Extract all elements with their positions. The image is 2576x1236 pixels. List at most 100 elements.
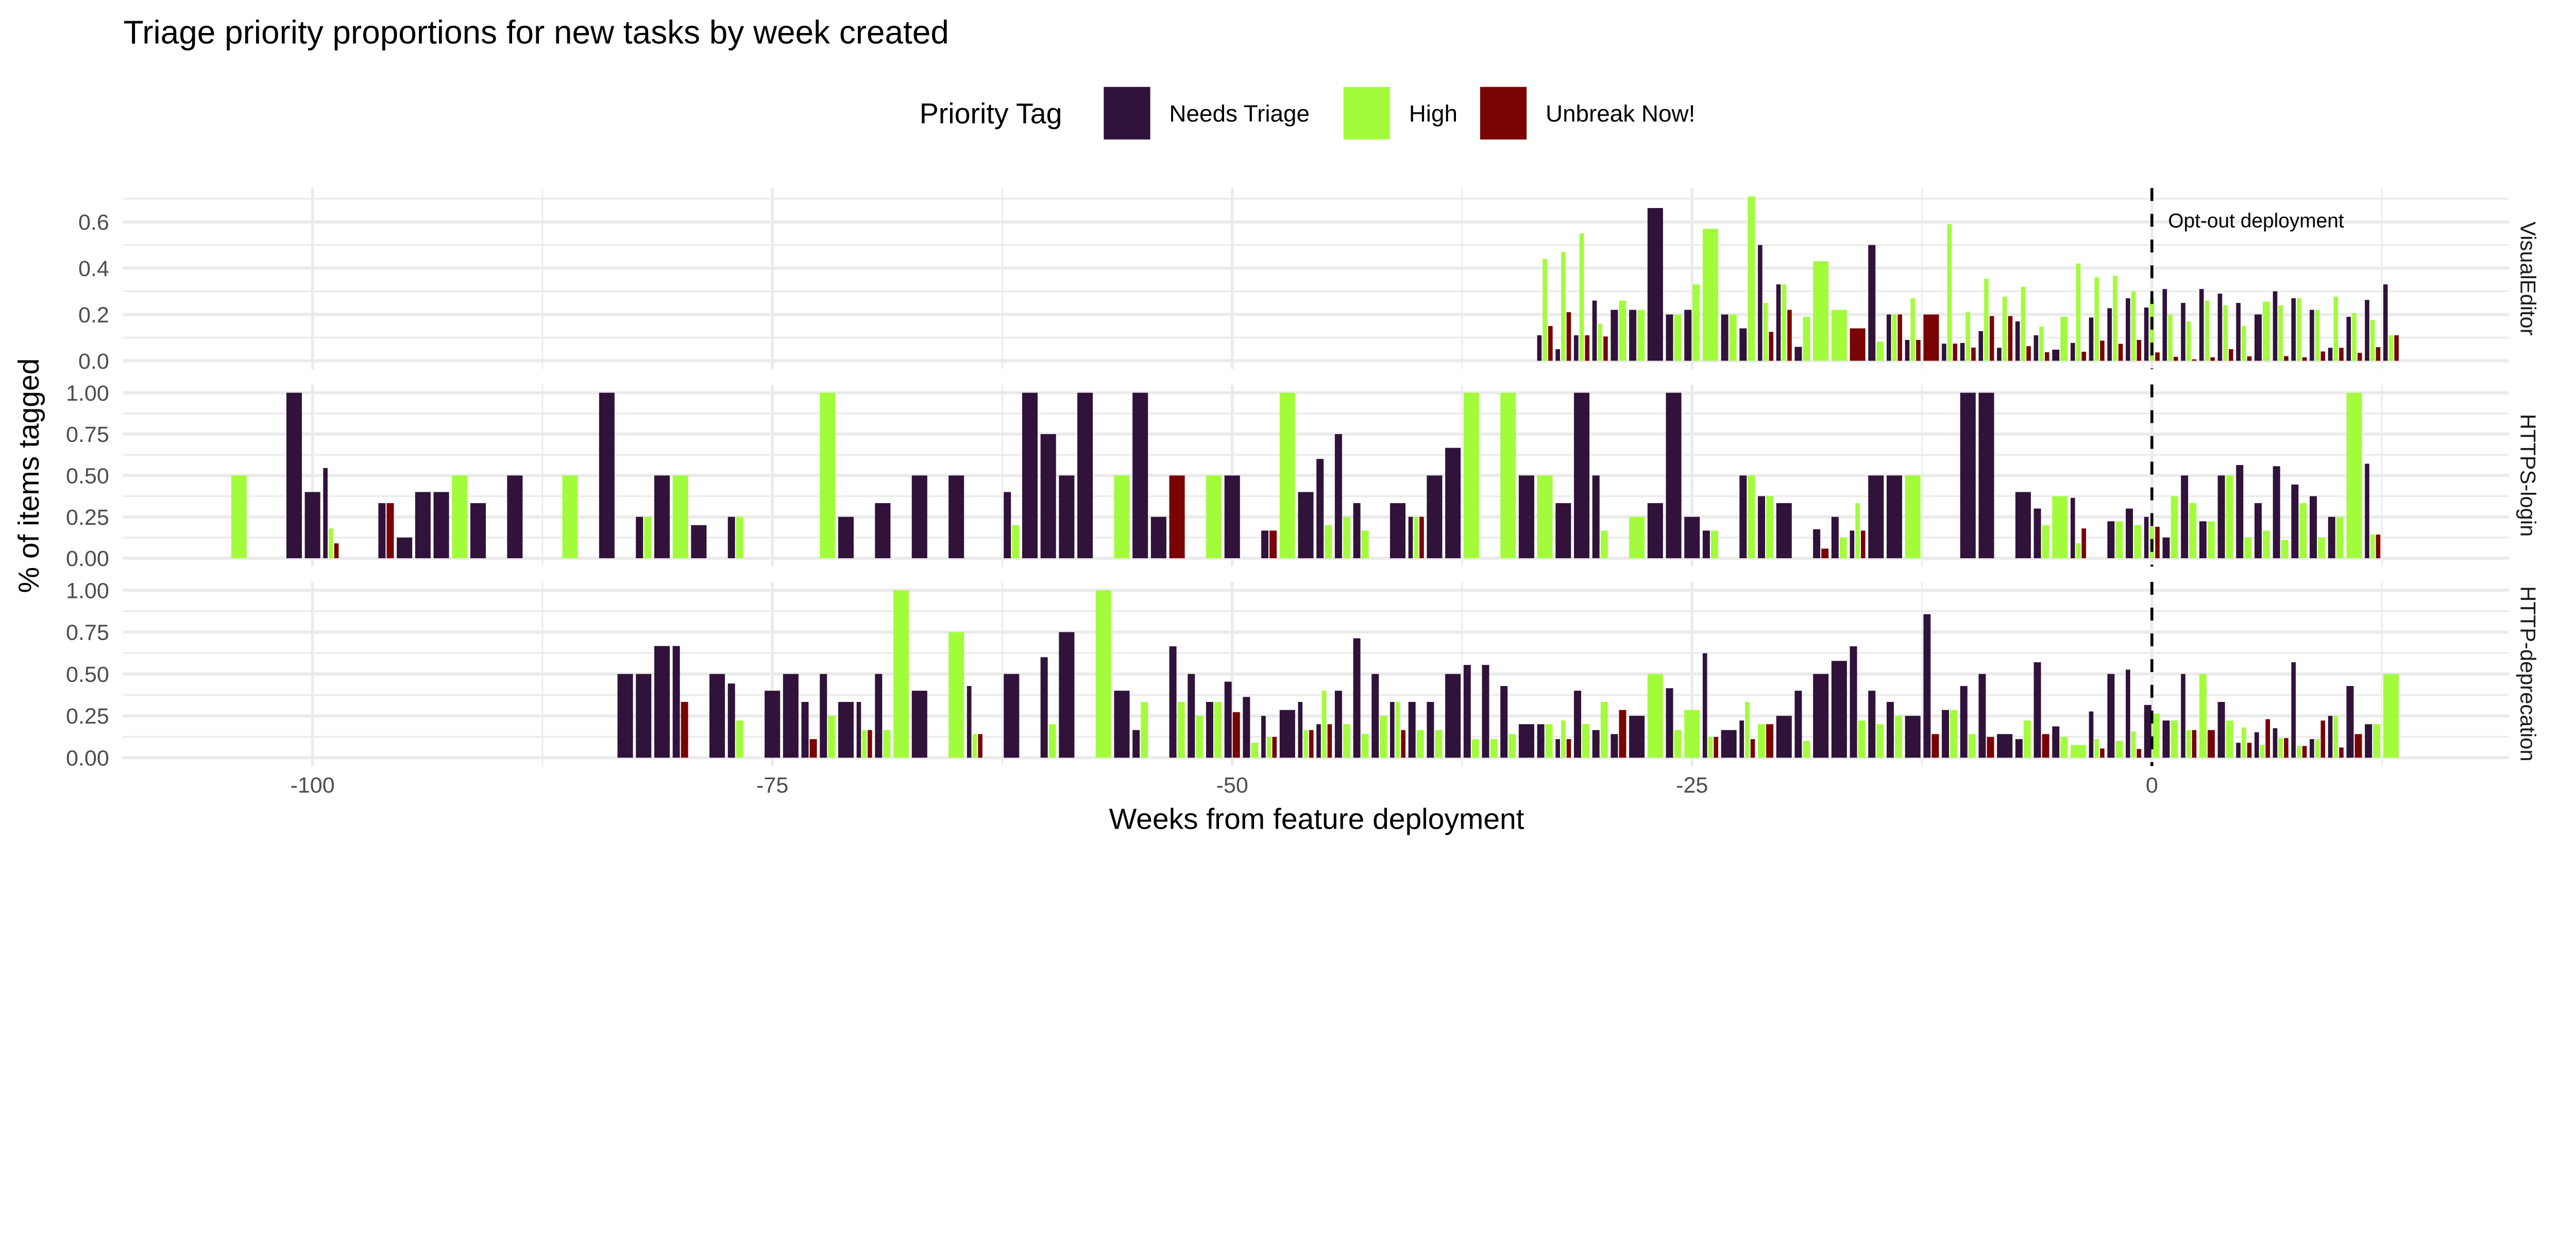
bar-unbreak-now-: [2192, 730, 2197, 758]
bar-needs-triage: [1629, 310, 1637, 361]
bar-high: [2115, 521, 2123, 558]
bar-needs-triage: [1978, 674, 1986, 758]
bar-needs-triage: [1702, 530, 1710, 558]
bar-high: [2076, 263, 2081, 361]
bar-high: [1876, 341, 1884, 361]
bar-needs-triage: [1224, 475, 1240, 558]
bar-needs-triage: [948, 475, 964, 558]
bar-needs-triage: [727, 683, 735, 758]
bar-high: [1114, 475, 1130, 558]
bar-needs-triage: [2273, 291, 2278, 361]
bar-unbreak-now-: [1766, 724, 1774, 758]
bar-high: [1965, 312, 1971, 361]
bar-needs-triage: [2254, 732, 2259, 758]
bar-needs-triage: [2070, 342, 2075, 361]
bar-needs-triage: [2162, 537, 2170, 558]
bar-unbreak-now-: [2376, 347, 2381, 361]
bar-high: [1647, 674, 1663, 758]
bar-needs-triage: [2199, 521, 2207, 558]
bar-needs-triage: [1739, 475, 1747, 558]
bar-unbreak-now-: [2284, 738, 2289, 758]
bar-high: [2113, 276, 2117, 361]
x-tick-label: 0: [2146, 773, 2158, 798]
bar-needs-triage: [1739, 720, 1744, 758]
panel-visualeditor: 0.0 0.2 0.4 0.6: [78, 188, 2509, 374]
bar-needs-triage: [1353, 503, 1361, 558]
bar-unbreak-now-: [2155, 526, 2160, 558]
bar-high: [1803, 741, 1810, 758]
bar-high: [1490, 739, 1498, 758]
bar-unbreak-now-: [1860, 530, 1866, 558]
bar-needs-triage: [691, 525, 707, 558]
bar-high: [1813, 261, 1829, 361]
bar-high: [2171, 720, 2178, 758]
bar-needs-triage: [1666, 688, 1673, 758]
bar-needs-triage: [2291, 484, 2299, 558]
bar-high: [1876, 724, 1884, 758]
x-tick-label: -25: [1676, 773, 1708, 798]
bar-high: [2070, 745, 2087, 758]
bar-needs-triage: [1978, 392, 1994, 558]
bar-needs-triage: [1721, 314, 1728, 361]
bar-needs-triage: [1758, 245, 1762, 361]
bar-needs-triage: [2052, 726, 2060, 758]
bar-high: [1395, 701, 1400, 758]
bar-needs-triage: [1923, 614, 1931, 758]
bar-high: [1839, 537, 1847, 558]
bar-high: [2052, 496, 2068, 558]
bar-needs-triage: [783, 674, 799, 758]
bar-needs-triage: [2015, 492, 2031, 558]
bar-high: [1831, 310, 1847, 361]
bar-high: [2299, 503, 2307, 558]
bar-high: [2207, 521, 2215, 558]
bar-high: [2168, 314, 2173, 361]
bar-needs-triage: [636, 517, 643, 558]
y-tick-label: 1.00: [66, 381, 109, 406]
bar-needs-triage: [1942, 344, 1946, 361]
y-tick-label: 0.50: [66, 464, 109, 489]
bar-high: [2315, 310, 2320, 361]
bar-needs-triage: [1463, 665, 1471, 758]
y-tick-label: 0.00: [66, 746, 109, 771]
bar-high: [1380, 715, 1387, 758]
bar-needs-triage: [838, 701, 854, 758]
bar-high: [883, 730, 891, 758]
bar-high: [672, 475, 688, 558]
bar-high: [948, 632, 964, 758]
bar-unbreak-now-: [2229, 349, 2233, 361]
bar-high: [2244, 537, 2252, 558]
bar-high: [1416, 730, 1424, 758]
bar-needs-triage: [1059, 632, 1075, 758]
bar-high: [1710, 530, 1718, 558]
bar-unbreak-now-: [2354, 734, 2362, 758]
bar-needs-triage: [2236, 465, 2244, 558]
bar-high: [2315, 739, 2320, 758]
bar-needs-triage: [1592, 475, 1600, 558]
bar-needs-triage: [875, 503, 891, 558]
bar-high: [1763, 303, 1768, 361]
bar-unbreak-now-: [2284, 356, 2289, 361]
bar-unbreak-now-: [1401, 730, 1406, 758]
bar-needs-triage: [2070, 497, 2075, 558]
bar-needs-triage: [304, 492, 320, 558]
y-tick-label: 0.0: [78, 349, 109, 374]
bar-needs-triage: [1555, 739, 1560, 758]
bar-unbreak-now-: [1989, 316, 1994, 361]
bar-needs-triage: [2033, 335, 2039, 361]
bar-needs-triage: [1518, 724, 1534, 758]
bar-high: [2152, 713, 2160, 758]
bar-unbreak-now-: [2081, 528, 2087, 558]
bar-high: [2241, 727, 2246, 758]
bar-high: [2115, 741, 2123, 758]
bar-needs-triage: [1647, 503, 1663, 558]
y-tick-label: 0.25: [66, 704, 109, 729]
bar-unbreak-now-: [1916, 340, 1921, 361]
bar-needs-triage: [2236, 303, 2241, 361]
bar-high: [2260, 745, 2265, 758]
bar-high: [2094, 277, 2099, 361]
bar-unbreak-now-: [2100, 748, 2105, 758]
bar-unbreak-now-: [1987, 736, 1994, 758]
bar-high: [2297, 298, 2301, 361]
bar-unbreak-now-: [1327, 724, 1332, 758]
bar-needs-triage: [2254, 314, 2262, 361]
